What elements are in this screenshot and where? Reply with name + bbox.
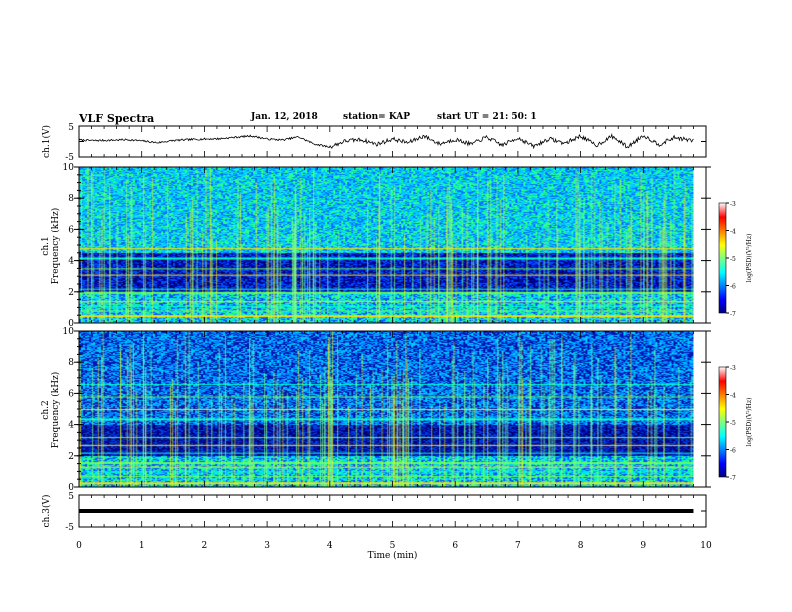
xtick-label: 7 [515,541,521,551]
ch3-panel-ylabel: ch.3(V) [41,495,52,528]
ch2-spec-panel-colorbar [718,366,727,478]
ch2-spec-panel-colorbar-tick-label: -6 [730,448,736,455]
ch1-spec-panel-ytick-label: 6 [68,225,74,235]
ch2-spec-panel-colorbar-tick-label: -7 [730,475,736,482]
ch1-spec-panel-colorbar-tick-label: -3 [730,201,736,208]
ch1-spec-panel-ylabel-channel: ch.1 [41,236,51,255]
ch1-spec-panel-colorbar [718,202,727,314]
ch3-panel-ytick-label: 5 [68,492,74,502]
ch1-spec-panel-ytick-label: 0 [68,319,74,329]
date-label: Jan. 12, 2018 [251,112,318,122]
xtick-label: 8 [578,541,584,551]
ch2-spec-panel-ytick-label: 8 [68,358,74,368]
ch2-spec-panel-colorbar-tick-label: -3 [730,365,736,372]
ch2-spec-panel-ylabel-channel: ch.2 [41,400,51,419]
ch2-spec-panel-colorbar-tick-label: -5 [730,420,736,427]
ch1-spec-panel-colorbar-tick-label: -5 [730,256,736,263]
ch1-spec-panel-ytick-label: 10 [63,163,75,173]
xtick-label: 0 [76,541,82,551]
xtick-label: 2 [202,541,208,551]
ch3-panel-ytick-label: -5 [65,523,74,533]
ch1-spec-panel-colorbar-tick-label: -6 [730,284,736,291]
x-axis-label: Time (min) [368,550,418,561]
ch2-spec-panel-ytick-label: 0 [68,483,74,493]
ch2-spec-panel-ytick-label: 10 [63,327,75,337]
xtick-label: 6 [452,541,458,551]
xtick-label: 4 [327,541,333,551]
ch2-spec-panel-colorbar-label: log(PSD)(V²/Hz) [746,398,753,447]
ch1-spec-panel-ylabel-frequency: Frequency (kHz) [50,208,61,285]
xtick-label: 10 [700,541,712,551]
ch2-spec-panel-ylabel-frequency: Frequency (kHz) [50,372,61,449]
xtick-label: 9 [640,541,646,551]
ch1-voltage-line [78,132,694,150]
ch1-spec-panel-colorbar-label: log(PSD)(V²/Hz) [746,234,753,283]
ch1-spec-panel-ytick-label: 2 [68,288,74,298]
chart-title: VLF Spectra [79,112,155,125]
xtick-label: 1 [139,541,145,551]
ch1-spec-panel-colorbar-tick-label: -4 [730,229,736,236]
ch2-spec-panel-colorbar-tick-label: -4 [730,393,736,400]
xtick-label: 5 [390,541,396,551]
ch1-panel-ytick-label: -5 [65,153,74,163]
ch2-spec-panel-spectrogram [79,331,694,487]
start-time-label: start UT = 21: 50: 1 [437,112,537,122]
ch1-spec-panel-ytick-label: 4 [68,257,74,267]
ch1-panel-ytick-label: 5 [68,123,74,133]
ch2-spec-panel-ytick-label: 4 [68,421,74,431]
xtick-label: 3 [264,541,270,551]
ch1-spec-panel-spectrogram [79,167,694,323]
ch2-spec-panel-ytick-label: 2 [68,452,74,462]
ch1-spec-panel-ytick-label: 8 [68,194,74,204]
ch2-spec-panel-ytick-label: 6 [68,389,74,399]
station-label: station= KAP [343,112,411,122]
ch1-panel-ylabel: ch.1(V) [41,125,52,158]
ch1-spec-panel-colorbar-tick-label: -7 [730,311,736,318]
